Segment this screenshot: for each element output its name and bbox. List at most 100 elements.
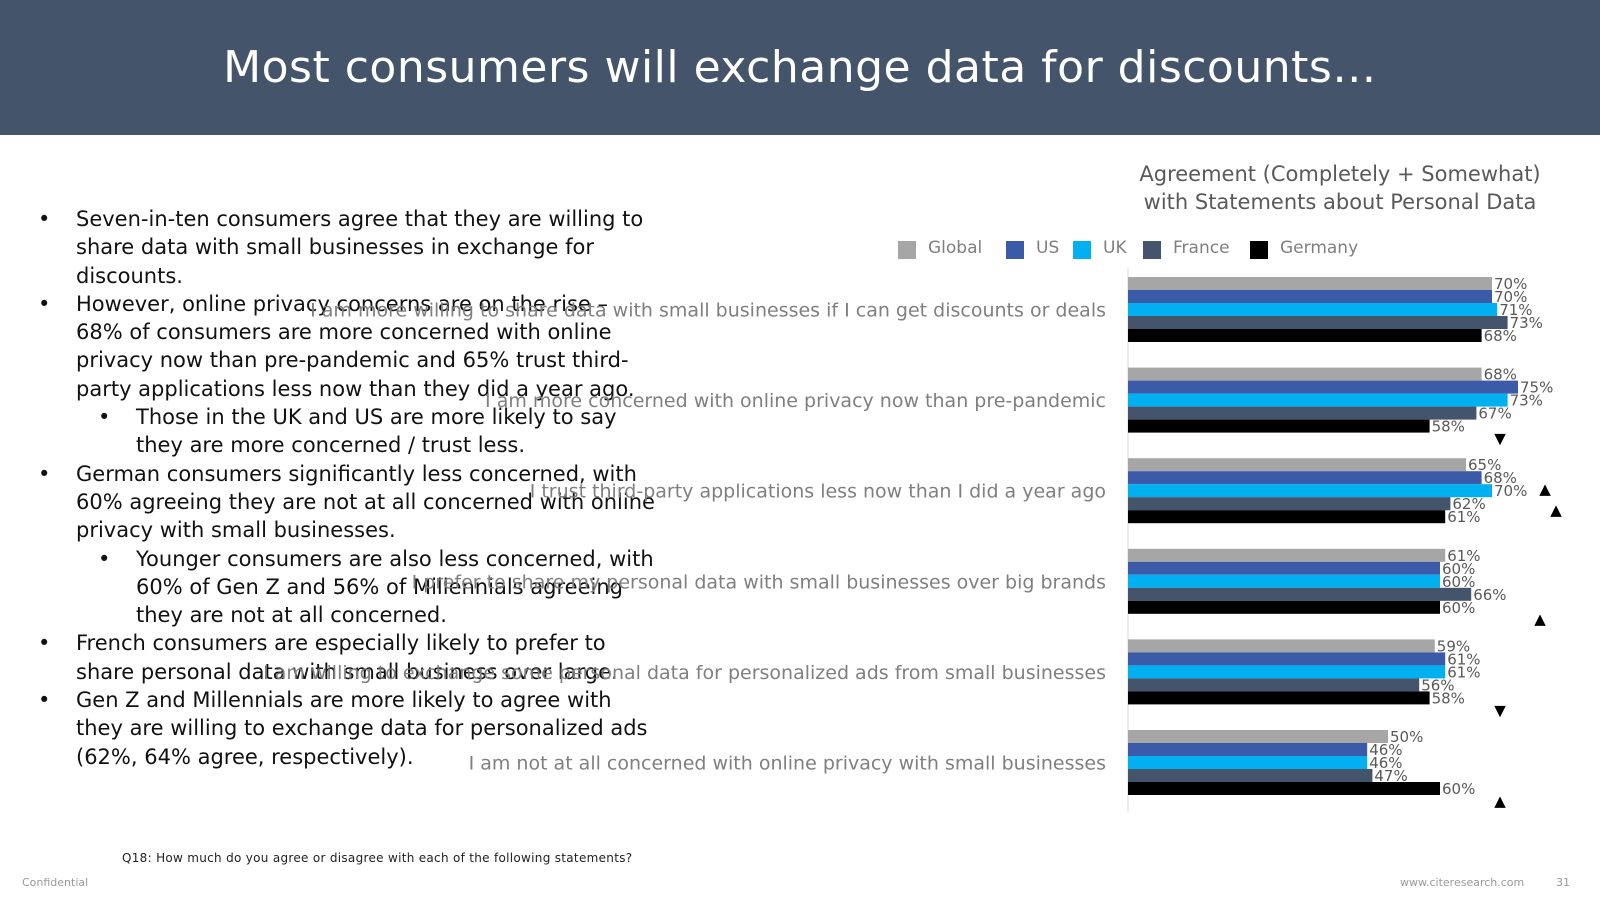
page-number: 31 bbox=[1556, 876, 1570, 889]
data-label: 73% bbox=[1510, 314, 1543, 332]
data-label: 61% bbox=[1447, 663, 1480, 681]
significance-down-icon: ▼ bbox=[1494, 430, 1506, 448]
bar-us bbox=[1128, 743, 1368, 756]
bar-uk bbox=[1128, 665, 1446, 679]
data-label: 68% bbox=[1484, 469, 1517, 487]
data-label: 56% bbox=[1421, 676, 1454, 694]
data-label: 61% bbox=[1447, 650, 1480, 668]
bar-germany bbox=[1128, 419, 1430, 433]
bar-france bbox=[1128, 587, 1472, 601]
legend-swatch bbox=[1143, 241, 1161, 259]
significance-up-icon: ▲ bbox=[1534, 610, 1546, 628]
bar-france bbox=[1128, 406, 1477, 420]
bullet-text: Younger consumers are also less concerne… bbox=[136, 546, 654, 628]
bar-global bbox=[1128, 548, 1446, 562]
bar-germany bbox=[1128, 782, 1440, 795]
bullet-text: Those in the UK and US are more likely t… bbox=[136, 405, 617, 458]
category-label: I prefer to share my personal data with … bbox=[412, 571, 1106, 593]
data-label: 60% bbox=[1442, 780, 1475, 798]
bullet-list: • Seven-in-ten consumers agree that they … bbox=[38, 205, 658, 771]
bar-uk bbox=[1128, 303, 1498, 316]
bar-global bbox=[1128, 458, 1466, 472]
legend-label: UK bbox=[1103, 238, 1127, 258]
bullet-marker: • bbox=[38, 207, 51, 231]
bar-germany bbox=[1128, 329, 1482, 342]
data-label: 58% bbox=[1432, 689, 1465, 707]
significance-up-icon: ▲ bbox=[1539, 480, 1551, 498]
bullet-item: • Gen Z and Millennials are more likely t… bbox=[38, 686, 658, 771]
footnote: Q18: How much do you agree or disagree w… bbox=[122, 851, 633, 865]
category-label: I am not at all concerned with online pr… bbox=[469, 753, 1106, 775]
data-label: 60% bbox=[1442, 560, 1475, 578]
bar-france bbox=[1128, 497, 1451, 511]
data-label: 65% bbox=[1468, 456, 1501, 474]
bar-us bbox=[1128, 471, 1482, 485]
bar-germany bbox=[1128, 510, 1446, 524]
significance-up-icon: ▲ bbox=[1550, 501, 1562, 519]
data-label: 47% bbox=[1374, 767, 1407, 785]
bullet-text: However, online privacy concerns are on … bbox=[76, 291, 635, 401]
bar-global bbox=[1128, 639, 1435, 653]
bar-us bbox=[1128, 380, 1518, 394]
data-label: 71% bbox=[1499, 301, 1532, 319]
slide-title: Most consumers will exchange data for di… bbox=[223, 42, 1377, 93]
data-label: 61% bbox=[1447, 547, 1480, 565]
bar-france bbox=[1128, 678, 1420, 692]
data-label: 75% bbox=[1520, 379, 1553, 397]
bullet-item: • Younger consumers are also less concern… bbox=[38, 545, 658, 630]
significance-up-icon: ▲ bbox=[1494, 792, 1506, 810]
bullet-item: • German consumers significantly less con… bbox=[38, 460, 658, 545]
data-label: 68% bbox=[1484, 327, 1517, 345]
data-label: 66% bbox=[1473, 586, 1506, 604]
bar-uk bbox=[1128, 574, 1440, 588]
data-label: 50% bbox=[1390, 728, 1423, 746]
legend-label: US bbox=[1036, 238, 1060, 258]
data-label: 70% bbox=[1494, 275, 1527, 293]
website-url: www.citeresearch.com bbox=[1400, 876, 1525, 889]
category-label: I trust third-party applications less no… bbox=[530, 481, 1106, 503]
bar-france bbox=[1128, 769, 1373, 782]
bullet-text: French consumers are especially likely t… bbox=[76, 631, 618, 684]
chart-title: Agreement (Completely + Somewhat) with S… bbox=[1139, 162, 1541, 214]
data-label: 70% bbox=[1494, 288, 1527, 306]
bullet-text: Seven-in-ten consumers agree that they a… bbox=[76, 207, 644, 288]
bullet-marker: • bbox=[38, 631, 51, 656]
data-label: 46% bbox=[1369, 741, 1402, 759]
legend-swatch bbox=[1250, 241, 1268, 259]
legend-label: France bbox=[1173, 238, 1230, 258]
data-label: 68% bbox=[1484, 366, 1517, 384]
category-label: I am willing to exchange some personal d… bbox=[263, 662, 1106, 684]
bullet-marker: • bbox=[98, 405, 111, 430]
legend-label: Global bbox=[928, 238, 983, 258]
bar-us bbox=[1128, 290, 1492, 303]
bullet-text: German consumers significantly less conc… bbox=[76, 461, 655, 543]
data-label: 46% bbox=[1369, 754, 1402, 772]
legend-swatch bbox=[1073, 241, 1091, 259]
data-label: 58% bbox=[1432, 418, 1465, 436]
bullet-item: • Those in the UK and US are more likely … bbox=[38, 403, 658, 460]
category-label: I am more willing to share data with sma… bbox=[310, 300, 1106, 322]
bar-uk bbox=[1128, 393, 1508, 407]
data-label: 62% bbox=[1452, 495, 1485, 513]
bar-uk bbox=[1128, 756, 1368, 769]
bar-global bbox=[1128, 367, 1482, 381]
bullet-text: Gen Z and Millennials are more likely to… bbox=[76, 688, 648, 769]
data-label: 70% bbox=[1494, 482, 1527, 500]
bar-uk bbox=[1128, 484, 1492, 498]
category-label: I am more concerned with online privacy … bbox=[485, 390, 1106, 412]
data-label: 67% bbox=[1478, 405, 1511, 423]
legend-swatch bbox=[898, 241, 916, 259]
bullet-marker: • bbox=[38, 461, 51, 486]
data-label: 61% bbox=[1447, 508, 1480, 526]
bullet-marker: • bbox=[38, 291, 51, 316]
data-label: 60% bbox=[1442, 573, 1475, 591]
bullet-item: • French consumers are especially likely … bbox=[38, 629, 658, 686]
data-label: 59% bbox=[1437, 637, 1470, 655]
legend-swatch bbox=[1006, 241, 1024, 259]
bullet-item: • Seven-in-ten consumers agree that they … bbox=[38, 205, 658, 290]
significance-down-icon: ▼ bbox=[1494, 701, 1506, 719]
data-label: 60% bbox=[1442, 599, 1475, 617]
bar-germany bbox=[1128, 600, 1440, 614]
bullet-marker: • bbox=[38, 688, 51, 713]
